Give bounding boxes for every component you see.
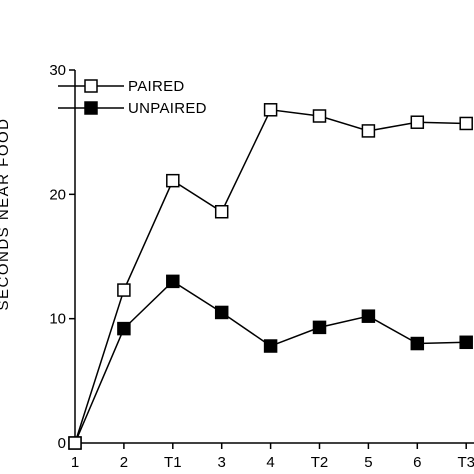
x-tick-label: 1 [71,454,79,471]
x-tick-label: 6 [413,454,421,471]
series-line-unpaired [74,280,467,444]
data-point-paired [117,283,131,297]
data-point-paired [214,204,229,219]
series-line-paired [74,108,467,444]
data-point-unpaired [361,309,376,323]
x-tick-label: 2 [120,454,128,471]
data-point-paired [312,109,327,123]
series-paired [68,103,473,450]
data-point-paired [361,124,376,138]
y-tick-label: 10 [49,311,66,328]
data-point-unpaired [117,321,131,336]
legend-item-paired: PAIRED [58,78,185,95]
legend-marker [84,79,98,93]
legend-item-unpaired: UNPAIRED [58,100,207,117]
data-point-paired [410,115,425,129]
data-point-paired [68,436,82,450]
legend-marker [84,101,98,115]
y-axis-ticks: 0 10 20 30 [49,62,75,452]
y-tick-label: 30 [49,62,66,79]
x-tick-label: T1 [164,454,182,471]
data-point-unpaired [263,339,278,353]
x-tick-label: T2 [311,454,329,471]
series-unpaired [68,274,473,450]
legend-label: UNPAIRED [128,100,207,117]
data-point-unpaired [459,335,473,350]
y-tick-label: 0 [58,435,66,452]
y-axis-label: SECONDS NEAR FOOD [0,117,12,310]
data-point-unpaired [312,320,327,335]
data-point-paired [263,103,278,117]
legend-label: PAIRED [128,78,185,95]
x-tick-label: 3 [218,454,226,471]
data-point-paired [459,116,473,131]
x-tick-label: 5 [364,454,372,471]
x-axis-ticks: 1 2 T1 3 4 T2 5 6 T3 [71,443,474,471]
x-tick-label: T3 [457,454,474,471]
y-tick-label: 20 [49,186,66,203]
data-point-unpaired [166,274,180,289]
data-point-paired [166,173,180,188]
series-layer [68,103,473,450]
data-point-unpaired [410,336,425,351]
x-tick-label: 4 [266,454,274,471]
data-point-unpaired [214,305,229,320]
legend: PAIRED UNPAIRED [58,78,207,117]
